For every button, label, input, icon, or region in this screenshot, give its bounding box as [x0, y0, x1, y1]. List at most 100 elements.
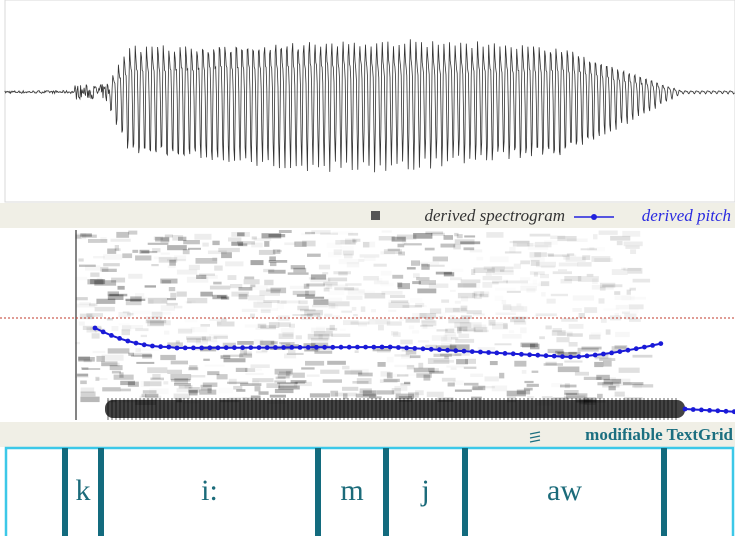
energy: [454, 233, 458, 236]
pitch-point: [429, 347, 434, 352]
energy: [597, 382, 613, 385]
textgrid-title: modifiable TextGrid: [585, 425, 733, 444]
energy: [495, 288, 516, 291]
boundary[interactable]: [661, 448, 667, 536]
pitch-point: [134, 341, 139, 346]
pitch-point: [183, 346, 188, 351]
energy: [486, 272, 492, 275]
energy: [541, 281, 549, 286]
pitch-point: [535, 353, 540, 358]
energy: [322, 272, 328, 274]
interval-label[interactable]: j: [420, 474, 429, 507]
energy: [482, 282, 492, 288]
energy: [287, 353, 304, 355]
energy: [470, 249, 483, 252]
energy: [189, 265, 200, 270]
pitch-point: [199, 346, 204, 351]
energy: [451, 368, 457, 370]
energy: [154, 237, 163, 241]
interval-label[interactable]: i:: [201, 474, 218, 507]
energy: [244, 277, 254, 280]
energy: [324, 314, 332, 317]
energy: [564, 276, 581, 281]
energy: [288, 350, 296, 353]
interval-label[interactable]: k: [76, 474, 91, 507]
energy: [189, 390, 198, 395]
energy: [564, 390, 579, 395]
energy: [212, 241, 219, 245]
pitch-legend: derived pitch: [642, 206, 731, 225]
boundary[interactable]: [383, 448, 389, 536]
energy: [461, 279, 481, 283]
energy: [141, 381, 150, 387]
energy: [306, 283, 325, 286]
energy: [169, 260, 176, 266]
energy: [612, 269, 628, 275]
energy: [305, 291, 315, 296]
energy: [533, 280, 537, 285]
energy: [252, 236, 257, 239]
energy: [480, 291, 489, 297]
energy: [147, 321, 164, 327]
pitch-point: [216, 345, 221, 350]
energy: [520, 260, 530, 264]
energy: [194, 234, 211, 240]
energy: [212, 257, 217, 261]
energy: [127, 313, 133, 316]
energy: [556, 337, 569, 342]
energy: [251, 396, 261, 401]
energy: [387, 357, 394, 363]
pitch-point: [617, 349, 622, 354]
boundary[interactable]: [98, 448, 104, 536]
energy: [500, 270, 514, 273]
energy: [260, 325, 276, 329]
energy: [569, 342, 578, 347]
energy: [229, 379, 237, 385]
pitch-point: [93, 326, 98, 331]
energy: [594, 362, 603, 367]
boundary[interactable]: [315, 448, 321, 536]
boundary[interactable]: [462, 448, 468, 536]
energy: [147, 367, 167, 373]
energy: [82, 368, 100, 370]
energy: [520, 277, 530, 281]
pitch-point: [511, 351, 516, 356]
pitch-point: [207, 345, 212, 350]
energy: [412, 281, 421, 284]
interval-label[interactable]: m: [340, 474, 363, 507]
energy: [279, 230, 292, 233]
energy: [625, 246, 639, 249]
energy: [250, 285, 255, 288]
pitch-point: [224, 345, 229, 350]
energy: [502, 334, 522, 339]
energy: [483, 276, 503, 280]
energy: [161, 253, 170, 255]
energy: [167, 303, 178, 306]
energy: [200, 292, 212, 297]
energy: [148, 243, 169, 245]
energy: [428, 358, 449, 364]
energy: [302, 241, 316, 247]
energy: [418, 363, 423, 369]
energy: [311, 338, 328, 342]
energy: [170, 293, 176, 298]
energy: [446, 366, 464, 368]
energy: [160, 279, 177, 284]
interval-label[interactable]: aw: [547, 474, 582, 507]
energy: [558, 269, 567, 271]
energy: [351, 322, 370, 325]
energy: [167, 245, 187, 250]
boundary[interactable]: [62, 448, 68, 536]
energy: [429, 284, 449, 288]
energy: [136, 362, 154, 364]
energy: [401, 354, 411, 359]
energy: [141, 335, 147, 337]
energy: [330, 325, 335, 330]
energy: [293, 268, 306, 273]
energy: [578, 262, 592, 267]
energy: [120, 389, 130, 392]
pitch-point: [158, 344, 163, 349]
pitch-point: [519, 352, 524, 357]
interval-tier[interactable]: [6, 448, 733, 536]
energy: [484, 266, 505, 270]
